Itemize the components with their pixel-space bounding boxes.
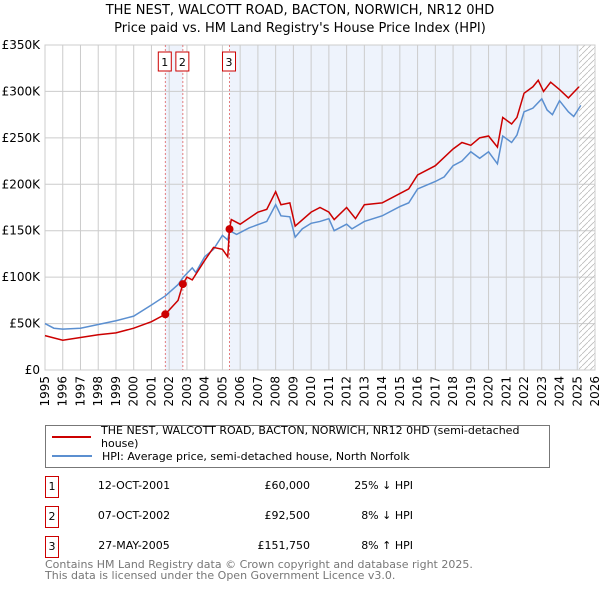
x-tick-label: 2008 [269,376,283,407]
sale-price: £92,500 [264,509,311,522]
sale-number-badge: 1 [45,476,59,498]
sale-number-badge: 2 [45,506,59,528]
x-tick-label: 2020 [482,376,496,407]
x-tick-label: 1996 [56,376,70,407]
sale-label: 3 [226,56,233,69]
x-tick-label: 1998 [91,376,105,407]
x-tick-label: 2019 [464,376,478,407]
sale-hpi-diff: 8% ↑ HPI [361,539,413,552]
sale-hpi-diff: 25% ↓ HPI [354,479,413,492]
x-tick-label: 2005 [215,376,229,407]
x-tick-label: 2014 [375,376,389,407]
y-tick-label: £100K [2,270,42,284]
x-tick-label: 2003 [180,376,194,407]
x-tick-label: 2007 [251,376,265,407]
footer-licence: This data is licensed under the Open Gov… [45,569,396,582]
legend-swatch-blue [52,455,92,457]
legend-item-property: THE NEST, WALCOTT ROAD, BACTON, NORWICH,… [52,424,549,450]
x-tick-label: 2002 [162,376,176,407]
x-tick-label: 2000 [127,376,141,407]
shade-region [165,45,183,370]
x-tick-label: 2004 [198,376,212,407]
sale-date: 12-OCT-2001 [97,479,171,492]
legend-label: THE NEST, WALCOTT ROAD, BACTON, NORWICH,… [101,424,520,450]
y-tick-label: £200K [2,177,42,191]
table-row: 1 12-OCT-2001 £60,000 25% ↓ HPI [45,476,445,498]
x-tick-label: 2006 [233,376,247,407]
x-tick-label: 2023 [535,376,549,407]
sale-label-box [175,51,190,72]
x-tick-label: 2011 [322,376,336,407]
chart-title: THE NEST, WALCOTT ROAD, BACTON, NORWICH,… [0,2,600,38]
table-row: 2 07-OCT-2002 £92,500 8% ↓ HPI [45,506,445,528]
y-tick-label: £50K [9,317,41,331]
footer-copyright: Contains HM Land Registry data © Crown c… [45,558,473,571]
x-tick-label: 2001 [144,376,158,407]
title-line-2: Price paid vs. HM Land Registry's House … [114,21,486,36]
y-tick-label: £250K [2,131,42,145]
x-tick-label: 1999 [109,376,123,407]
sale-hpi-diff: 8% ↓ HPI [361,509,413,522]
shade-region [229,45,580,370]
sale-date: 27-MAY-2005 [98,539,170,552]
x-tick-label: 2015 [393,376,407,407]
x-tick-label: 2016 [411,376,425,407]
sale-label-box [157,51,172,72]
x-tick-label: 2018 [446,376,460,407]
price-chart: 1995 1996 1997 1998 1999 2000 2001 2002 2003 2004… [2,38,600,407]
sale-date: 07-OCT-2002 [97,509,171,522]
x-tick-label: 2010 [304,376,318,407]
x-tick-label: 2025 [570,376,584,407]
y-tick-label: £300K [2,84,42,98]
x-tick-label: 2012 [340,376,354,407]
legend-swatch-red [52,436,91,438]
x-tick-label: 2021 [499,376,513,407]
sale-price: £151,750 [257,539,311,552]
y-tick-label: £0 [25,363,40,377]
footer: Contains HM Land Registry data © Crown c… [45,559,473,581]
sale-point [178,280,187,289]
sale-label: 1 [161,56,168,69]
x-tick-label: 2026 [588,376,600,407]
sale-point [161,310,170,319]
table-row: 3 27-MAY-2005 £151,750 8% ↑ HPI [45,536,445,558]
x-tick-label: 2009 [286,376,300,407]
title-line-1: THE NEST, WALCOTT ROAD, BACTON, NORWICH,… [105,3,495,18]
sale-point [225,225,234,234]
x-tick-label: 1997 [73,376,87,407]
forecast-hatch [579,45,595,370]
sale-price: £60,000 [264,479,311,492]
x-tick-label: 2022 [517,376,531,407]
plot-border [44,44,596,371]
legend-label: HPI: Average price, semi-detached house,… [102,449,410,463]
legend: THE NEST, WALCOTT ROAD, BACTON, NORWICH,… [45,424,550,468]
x-tick-label: 1995 [38,376,52,407]
y-tick-label: £150K [2,224,42,238]
x-tick-label: 2013 [357,376,371,407]
legend-item-hpi: HPI: Average price, semi-detached house,… [52,448,410,464]
sale-label-box [222,51,237,72]
y-tick-label: £350K [2,38,42,52]
x-tick-label: 2024 [553,376,567,407]
sale-label: 2 [179,56,186,69]
x-tick-label: 2017 [428,376,442,407]
sale-number-badge: 3 [45,536,59,558]
